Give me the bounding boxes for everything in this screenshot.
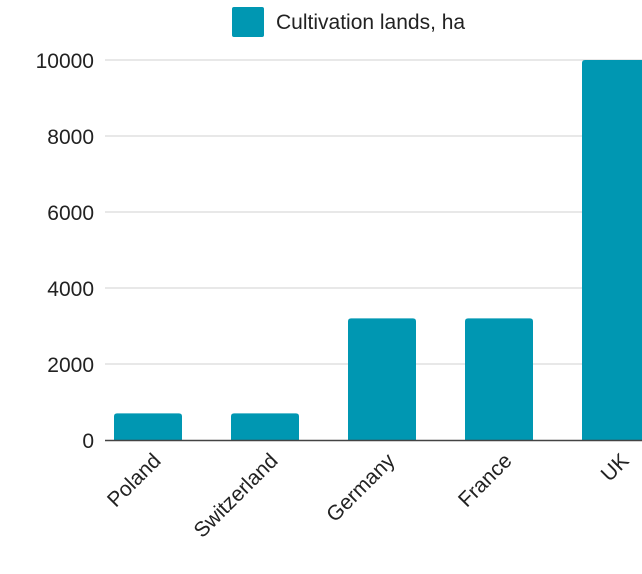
y-tick-label: 8000 [47, 126, 94, 149]
y-tick-label: 6000 [47, 202, 94, 225]
bars [114, 60, 642, 440]
y-tick-label: 10000 [36, 50, 94, 73]
gridlines [105, 59, 642, 365]
y-tick-label: 4000 [47, 278, 94, 301]
legend-swatch [232, 7, 264, 37]
x-tick-label: UK [597, 449, 634, 486]
bar-uk [582, 60, 642, 440]
y-tick-label: 0 [82, 430, 94, 453]
x-tick-label: Poland [103, 449, 166, 512]
x-axis-labels: Poland Switzerland Germany France UK [103, 449, 634, 542]
bar-switzerland [231, 413, 299, 440]
chart-legend: Cultivation lands, ha [232, 7, 465, 37]
bar-france [465, 318, 533, 440]
legend-label: Cultivation lands, ha [276, 11, 465, 34]
y-tick-label: 2000 [47, 354, 94, 377]
x-tick-label: France [454, 449, 516, 511]
y-axis-ticks: 0 2000 4000 6000 8000 10000 [36, 50, 94, 453]
x-tick-label: Germany [322, 449, 400, 527]
x-tick-label: Switzerland [190, 449, 283, 542]
bar-germany [348, 318, 416, 440]
bar-poland [114, 413, 182, 440]
